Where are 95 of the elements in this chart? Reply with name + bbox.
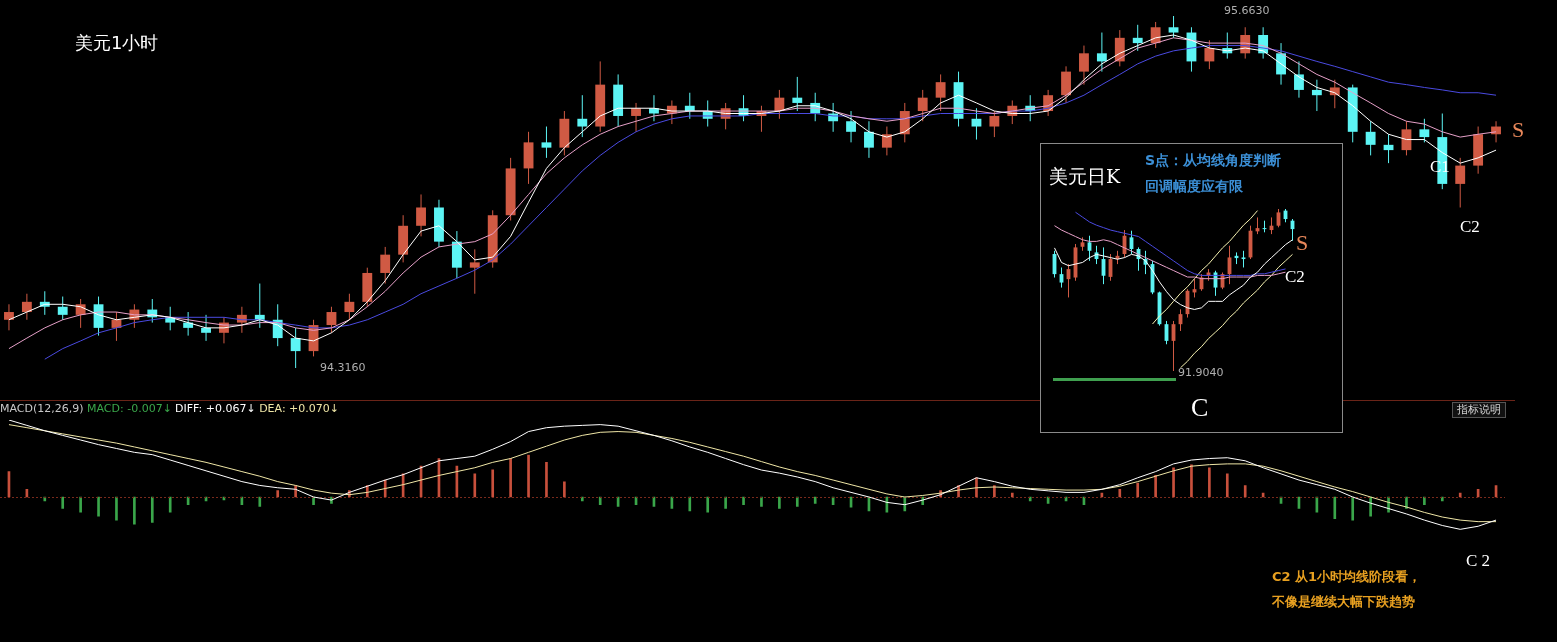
bar <box>1351 496 1355 521</box>
bar <box>1136 482 1140 498</box>
candlestick <box>917 89 928 122</box>
bar <box>760 496 763 507</box>
bar <box>1010 492 1014 498</box>
bar <box>491 469 495 498</box>
candlestick <box>1455 157 1466 208</box>
candlestick <box>201 314 211 342</box>
bar <box>1208 467 1211 498</box>
candlestick <box>846 110 856 143</box>
bar <box>688 496 692 512</box>
candlestick <box>935 73 946 112</box>
candlestick <box>541 126 552 159</box>
candlestick <box>631 102 641 133</box>
bar <box>1440 496 1444 502</box>
bar <box>527 454 530 498</box>
bar <box>1190 464 1193 498</box>
bar <box>258 496 262 507</box>
candlestick <box>469 248 480 295</box>
bar <box>1028 496 1032 502</box>
annotation: 91.9040 <box>1178 366 1224 380</box>
bar <box>598 496 602 505</box>
candlestick <box>1419 118 1430 143</box>
bar <box>580 496 584 502</box>
annotation: S点：从均线角度判断 <box>1145 152 1282 169</box>
text: DEA: +0.070↓ <box>258 402 340 415</box>
candlestick <box>1132 24 1143 52</box>
candlestick <box>1204 39 1215 70</box>
candlestick <box>792 76 803 112</box>
bar <box>383 479 387 498</box>
candlestick <box>290 327 301 369</box>
bar <box>742 496 745 505</box>
annotation: 回调幅度应有限 <box>1145 178 1243 195</box>
bar <box>724 496 727 509</box>
bar <box>168 496 172 513</box>
annotation: 95.6630 <box>1224 4 1270 18</box>
candlestick <box>236 306 247 334</box>
bar <box>509 458 512 498</box>
text: 美元1小时 <box>75 32 159 53</box>
chart-title: MACD(12,26,9) <box>0 402 84 415</box>
bar <box>1243 485 1247 498</box>
bar <box>1225 473 1229 498</box>
bar <box>79 496 82 513</box>
annotation: 94.3160 <box>320 361 366 375</box>
text: 指标说明 <box>1452 402 1506 419</box>
text: C2 从1小时均线阶段看， <box>1272 569 1422 585</box>
candlestick <box>57 296 68 321</box>
text: 不像是继续大幅下跌趋势 <box>1272 594 1415 610</box>
bar <box>795 496 799 507</box>
bar <box>97 496 100 517</box>
text: MACD: -0.007↓ <box>86 402 172 415</box>
candlestick <box>416 193 426 237</box>
candlestick <box>881 126 892 156</box>
candlestick <box>4 303 14 331</box>
annotation: S <box>1296 230 1309 256</box>
bar <box>1118 489 1122 498</box>
candlestick <box>326 306 337 334</box>
text: S <box>1512 117 1525 143</box>
text: DIFF: +0.067↓ <box>175 402 256 415</box>
bar <box>473 473 477 498</box>
candlestick <box>21 293 32 321</box>
bar <box>563 481 566 498</box>
bar <box>133 496 136 525</box>
bar <box>1154 475 1157 498</box>
bar <box>115 496 118 521</box>
candlestick <box>1168 15 1179 39</box>
candlestick <box>577 94 588 138</box>
candlestick <box>989 110 1000 138</box>
bar <box>1458 492 1462 498</box>
candlestick <box>1079 45 1089 86</box>
candlestick <box>1096 32 1107 73</box>
bar <box>778 496 781 509</box>
bar <box>1423 496 1426 505</box>
candlestick <box>864 120 874 159</box>
bar <box>150 496 154 523</box>
bar <box>813 496 817 504</box>
candlestick <box>344 293 355 321</box>
bar <box>545 461 548 498</box>
annotation: C2 <box>1285 267 1305 287</box>
candlestick <box>971 107 982 141</box>
text: C 2 <box>1466 551 1491 571</box>
bar <box>1333 496 1337 519</box>
bar <box>975 477 978 498</box>
bar <box>706 496 710 513</box>
candlestick <box>1311 79 1322 112</box>
annotation: C <box>1191 393 1209 423</box>
candlestick <box>380 246 391 285</box>
candlestick <box>1365 120 1376 156</box>
bar <box>61 496 65 509</box>
chart-title: 美元日K <box>1049 165 1121 187</box>
candlestick <box>1061 65 1071 104</box>
annotation: C2 <box>1460 217 1480 237</box>
bar <box>1172 467 1175 498</box>
candlestick <box>1294 60 1304 99</box>
bar <box>276 490 280 498</box>
